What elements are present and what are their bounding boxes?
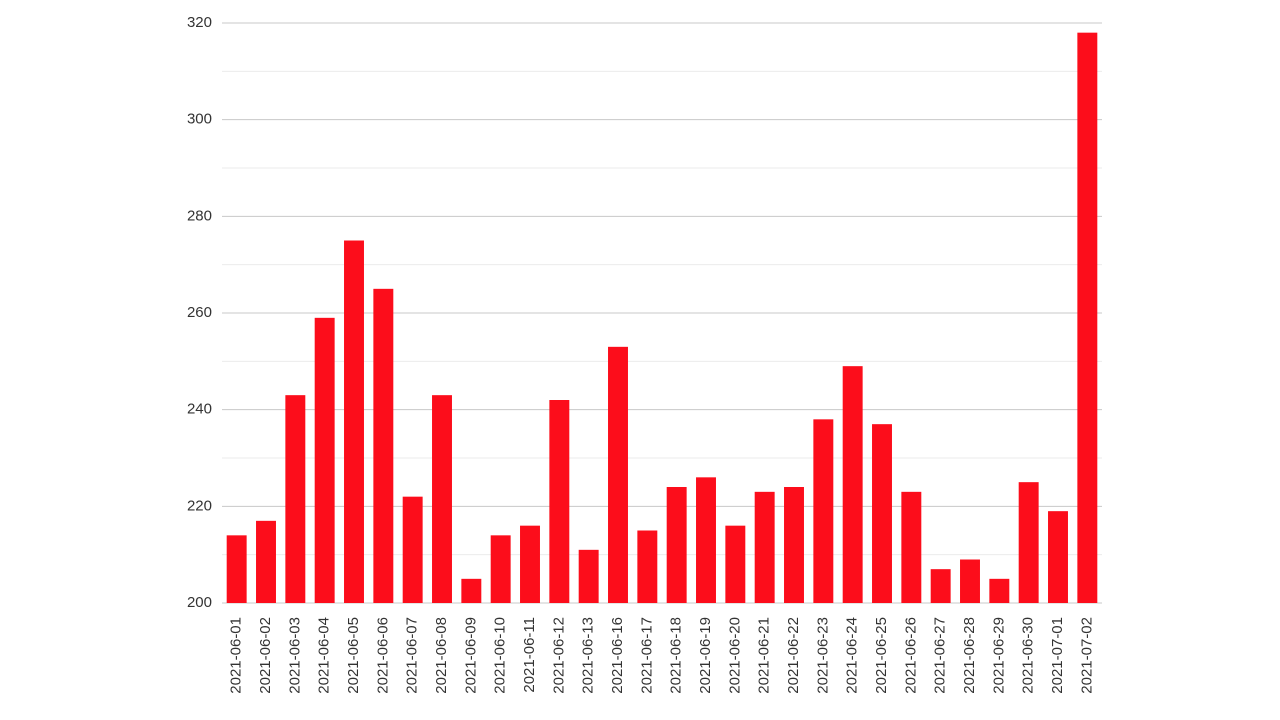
x-tick-label: 2021-06-28: [961, 617, 978, 694]
x-tick-label: 2021-06-16: [609, 617, 626, 694]
x-tick-label: 2021-06-19: [697, 617, 714, 694]
y-tick-label: 300: [187, 111, 212, 128]
x-tick-label: 2021-06-11: [521, 617, 538, 693]
bar: [344, 240, 364, 603]
bar: [1077, 32, 1098, 603]
x-tick-label: 2021-06-22: [785, 617, 802, 694]
x-tick-label: 2021-06-13: [580, 617, 597, 694]
bar: [520, 525, 540, 603]
y-tick-label: 260: [187, 304, 212, 321]
bar: [666, 487, 687, 603]
bar: [226, 535, 247, 603]
bar: [608, 346, 628, 603]
x-tick-label: 2021-06-21: [756, 617, 773, 694]
bar: [490, 535, 511, 603]
x-tick-label: 2021-07-01: [1049, 617, 1066, 694]
y-tick-label: 320: [187, 14, 212, 31]
x-tick-label: 2021-06-29: [990, 617, 1007, 694]
bar: [461, 578, 482, 603]
x-tick-label: 2021-07-02: [1078, 617, 1095, 694]
bar: [872, 424, 892, 603]
x-tick-label: 2021-06-18: [668, 617, 685, 694]
x-tick-label: 2021-06-07: [404, 617, 421, 694]
bar: [549, 400, 570, 603]
bar: [813, 419, 834, 603]
bar: [901, 491, 922, 603]
bar: [754, 491, 775, 603]
x-tick-label: 2021-06-06: [374, 617, 391, 694]
x-tick-label: 2021-06-17: [638, 617, 655, 694]
bar: [784, 487, 804, 603]
y-tick-label: 240: [187, 401, 212, 418]
bar: [989, 578, 1010, 603]
bar: [373, 288, 394, 603]
bar: [285, 395, 306, 603]
x-tick-label: 2021-06-27: [932, 617, 949, 694]
x-tick-label: 2021-06-09: [462, 617, 479, 694]
bar: [930, 569, 951, 603]
y-tick-label: 220: [187, 497, 212, 514]
bar: [578, 549, 599, 603]
y-tick-label: 200: [187, 594, 212, 611]
x-tick-label: 2021-06-20: [726, 617, 743, 694]
x-tick-label: 2021-06-26: [902, 617, 919, 694]
bar: [432, 395, 452, 603]
x-tick-label: 2021-06-25: [873, 617, 890, 694]
x-tick-label: 2021-06-03: [286, 617, 303, 694]
x-tick-label: 2021-06-02: [257, 617, 274, 694]
bar: [960, 559, 980, 603]
x-tick-label: 2021-06-04: [316, 617, 333, 694]
bar: [1018, 482, 1039, 603]
x-tick-label: 2021-06-08: [433, 617, 450, 694]
bar: [402, 496, 423, 603]
bar: [1048, 511, 1068, 603]
x-tick-label: 2021-06-05: [345, 617, 362, 694]
bar: [725, 525, 746, 603]
x-tick-label: 2021-06-30: [1020, 617, 1037, 694]
x-tick-label: 2021-06-24: [844, 617, 861, 694]
bar: [696, 477, 716, 603]
x-tick-label: 2021-06-23: [814, 617, 831, 694]
x-tick-label: 2021-06-10: [492, 617, 509, 694]
x-tick-label: 2021-06-01: [228, 617, 245, 694]
y-tick-label: 280: [187, 207, 212, 224]
bar: [637, 530, 658, 603]
bar: [256, 520, 276, 603]
bar: [842, 366, 863, 603]
bar: [314, 317, 335, 603]
x-tick-label: 2021-06-12: [550, 617, 567, 694]
